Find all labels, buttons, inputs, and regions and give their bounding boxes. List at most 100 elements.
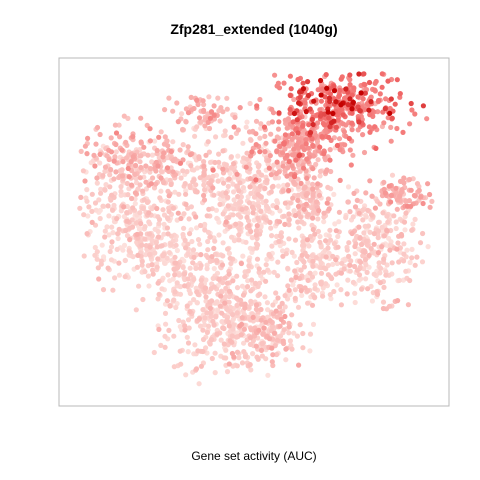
scatter-point <box>212 350 218 356</box>
scatter-point <box>198 277 204 283</box>
scatter-point <box>289 346 295 352</box>
scatter-point <box>146 231 153 237</box>
scatter-point <box>259 340 265 347</box>
scatter-point <box>78 148 84 154</box>
scatter-point <box>140 296 146 303</box>
scatter-point <box>97 131 103 138</box>
scatter-point <box>205 323 212 329</box>
scatter-point <box>287 292 293 298</box>
scatter-point <box>147 244 153 250</box>
scatter-point <box>253 118 260 124</box>
scatter-point <box>357 107 363 114</box>
scatter-point <box>133 175 139 182</box>
scatter-point <box>154 244 160 250</box>
scatter-point <box>206 206 212 212</box>
scatter-point <box>193 265 199 271</box>
scatter-point <box>310 321 317 327</box>
scatter-point <box>225 194 231 200</box>
scatter-point <box>194 189 200 195</box>
scatter-point <box>348 258 354 264</box>
scatter-point <box>301 259 307 265</box>
scatter-point <box>296 225 302 231</box>
scatter-point <box>292 287 298 293</box>
scatter-point <box>248 327 254 333</box>
scatter-point <box>207 115 213 121</box>
scatter-point <box>246 257 252 264</box>
scatter-point <box>303 141 309 147</box>
scatter-point <box>399 187 405 193</box>
scatter-point <box>181 225 187 231</box>
scatter-point <box>317 144 323 150</box>
scatter-point <box>360 217 366 223</box>
scatter-point <box>412 111 418 117</box>
scatter-point <box>237 180 243 186</box>
scatter-point <box>388 199 394 205</box>
scatter-point <box>122 257 128 264</box>
scatter-point <box>223 219 229 225</box>
scatter-point <box>321 122 327 128</box>
scatter-point <box>161 180 167 186</box>
scatter-point <box>278 234 284 240</box>
scatter-point <box>146 210 152 216</box>
scatter-point <box>388 138 394 144</box>
scatter-point <box>139 258 145 264</box>
scatter-point <box>261 325 267 331</box>
scatter-point <box>247 335 254 341</box>
scatter-point <box>164 298 170 304</box>
scatter-point <box>349 127 355 133</box>
scatter-point <box>107 248 113 255</box>
scatter-point <box>229 234 235 240</box>
scatter-point <box>338 102 344 108</box>
scatter-point <box>250 210 256 216</box>
scatter-point <box>341 129 347 135</box>
scatter-point <box>306 150 312 157</box>
scatter-point <box>134 264 140 270</box>
scatter-point <box>305 277 311 283</box>
scatter-point <box>363 238 369 244</box>
scatter-point <box>161 231 167 237</box>
scatter-point <box>218 337 224 343</box>
scatter-point <box>347 77 353 83</box>
scatter-point <box>313 255 319 261</box>
scatter-point <box>112 122 118 128</box>
scatter-point <box>195 348 201 354</box>
scatter-point <box>295 219 301 225</box>
scatter-point <box>243 205 249 211</box>
scatter-point <box>344 291 350 297</box>
scatter-point <box>104 224 110 230</box>
scatter-point <box>243 124 249 130</box>
scatter-point <box>141 144 147 150</box>
scatter-point <box>334 282 340 288</box>
scatter-point <box>202 315 208 321</box>
scatter-point <box>329 275 335 282</box>
scatter-point <box>285 265 291 271</box>
scatter-point <box>178 175 184 181</box>
scatter-point <box>318 77 324 84</box>
scatter-point <box>236 355 242 361</box>
scatter-point <box>295 162 301 168</box>
scatter-point <box>253 228 259 234</box>
scatter-point <box>354 267 360 273</box>
scatter-point <box>247 341 253 347</box>
scatter-point <box>327 147 333 153</box>
scatter-point <box>211 245 217 251</box>
scatter-point <box>214 331 220 337</box>
scatter-point <box>262 185 268 191</box>
scatter-point <box>293 212 299 219</box>
scatter-point <box>180 264 186 270</box>
scatter-point <box>162 333 168 339</box>
scatter-point <box>184 334 190 340</box>
scatter-point <box>325 245 331 251</box>
scatter-point <box>112 275 118 281</box>
scatter-point <box>241 349 247 355</box>
scatter-point <box>247 100 253 107</box>
scatter-point <box>317 113 324 119</box>
scatter-point <box>249 149 255 155</box>
scatter-point <box>195 237 202 243</box>
scatter-point <box>336 209 342 215</box>
scatter-point <box>115 231 121 237</box>
scatter-point <box>182 181 188 187</box>
scatter-point <box>330 253 336 259</box>
scatter-point <box>164 225 170 231</box>
scatter-point <box>297 168 303 174</box>
